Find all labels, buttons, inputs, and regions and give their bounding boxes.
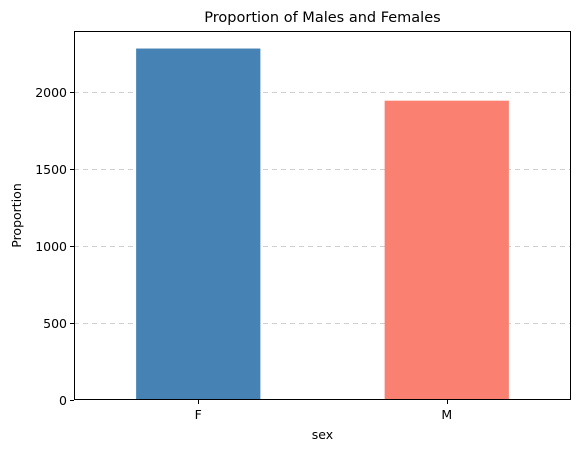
y-axis-ticks: 0 500 1000 1500 2000 [35, 85, 74, 408]
plot-frame [74, 31, 571, 400]
y-tick-label: 2000 [35, 85, 67, 100]
chart-title: Proportion of Males and Females [204, 10, 440, 26]
x-tick-label: M [441, 407, 452, 422]
y-tick-label: 1000 [35, 239, 67, 254]
y-tick-label: 500 [43, 316, 67, 331]
bar-f [136, 48, 261, 401]
x-tick-label: F [195, 407, 202, 422]
y-tick-label: 0 [59, 393, 67, 408]
y-tick-label: 1500 [35, 162, 67, 177]
x-axis-label: sex [312, 427, 333, 442]
y-axis-label: Proportion [9, 183, 24, 248]
bars [136, 48, 509, 401]
bar-m [384, 100, 509, 400]
